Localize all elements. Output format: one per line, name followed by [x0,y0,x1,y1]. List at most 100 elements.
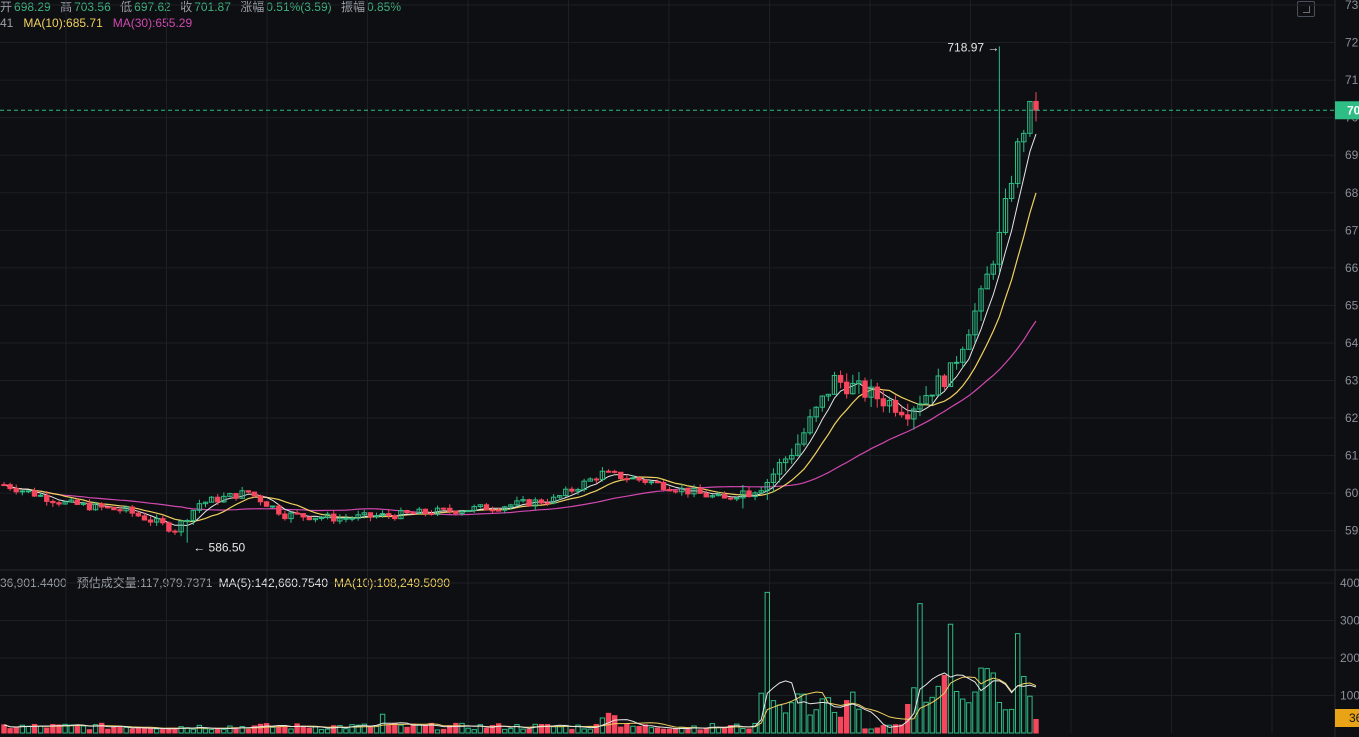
candle-body [337,517,343,522]
candle-body [850,382,856,395]
volume-bar [862,728,868,734]
volume-bar [1027,695,1033,734]
candle-body [691,487,697,495]
volume-bar [752,722,758,734]
candle-body [715,493,722,497]
volume-bar [825,697,832,734]
volume-bar [294,723,300,734]
candle-body [550,496,557,504]
volume-bar [1021,675,1027,734]
candle-body [795,443,801,456]
volume-bar [123,726,129,734]
ohlc-header: 开 698.29 高 703.56 低 697.62 收 701.87 涨幅 0.51%(… [0,0,407,15]
candle-body [666,488,673,492]
volume-bar [984,668,990,734]
volume-bar [544,724,551,734]
volume-bar [556,725,563,734]
candle-body [703,492,709,498]
candle-body [978,288,984,312]
change-label: 涨幅 [240,0,265,14]
candle-body [605,470,612,473]
candle-body [404,510,410,514]
volume-bar [508,728,514,734]
candle-body [56,502,62,505]
volume-bar [483,727,490,734]
candle-body [953,361,960,364]
volume-bar [1002,709,1009,734]
volume-bar [453,722,459,734]
candle-body [819,395,825,408]
candle-body [129,506,135,514]
candle-body [960,348,966,363]
candle-body [911,408,917,420]
volume-bar [526,728,532,734]
candle-body [709,495,716,498]
candle-body [434,507,441,515]
candle-body [233,493,239,499]
amplitude-label: 振幅 [340,0,365,14]
candle-body [685,487,691,495]
volume-bar [349,724,355,734]
candle-body [263,501,270,507]
volume-bar [477,724,484,734]
volume-bar [666,728,673,734]
fullscreen-button[interactable] [1297,1,1315,17]
candle-body [923,395,929,405]
candle-body [813,406,819,418]
volume-bar [953,691,960,734]
volume-bar [227,725,233,734]
volume-bar [618,726,624,734]
volume-bar [520,728,526,734]
volume-bar [263,723,270,734]
candle-body [642,479,648,483]
volume-bar [795,693,801,734]
current-volume-tag-text: 36 [1349,711,1359,725]
volume-bar [575,724,581,734]
candle-body [373,515,380,518]
current-volume-tag [1335,709,1359,727]
candle-body [471,506,477,511]
volume-bar [990,672,996,734]
candle-body [215,496,221,503]
volume-bar [960,698,966,734]
volume-bar [111,726,117,734]
candle-body [477,504,484,508]
candle-body [996,231,1003,265]
volume-bar [7,728,13,734]
candle-body [807,416,813,434]
volume-bar [673,728,679,734]
volume-bar [386,724,392,734]
volume-bar [941,674,948,734]
volume-bar [727,725,734,734]
volume-bar [160,728,166,734]
candle-body [13,488,19,493]
candle-body [324,513,331,519]
candle-body [770,473,777,483]
volume-bar [978,667,984,734]
volume-bar [343,728,349,734]
candle-body [538,499,545,504]
candle-body [727,497,734,500]
volume-bar [837,716,844,734]
volume-bar [465,727,471,734]
candle-body [764,481,771,492]
candle-body [935,375,941,396]
candle-body [1033,100,1039,111]
volume-bar [489,725,496,734]
volume-bar [50,724,56,734]
candle-body [343,517,349,520]
volume-bar [117,726,123,734]
volume-bar [153,728,160,734]
volume-ma5-line [3,672,1037,730]
candle-body [172,530,178,533]
volume-bar [269,726,276,734]
candle-body [251,491,258,497]
volume-bar [813,709,819,734]
candle-body [398,510,404,520]
volume-bar [502,728,508,734]
volume-bar [404,726,410,734]
price-tick-label: 65 [1345,298,1359,312]
volume-bar [239,726,245,734]
price-tick-label: 63 [1345,374,1359,388]
